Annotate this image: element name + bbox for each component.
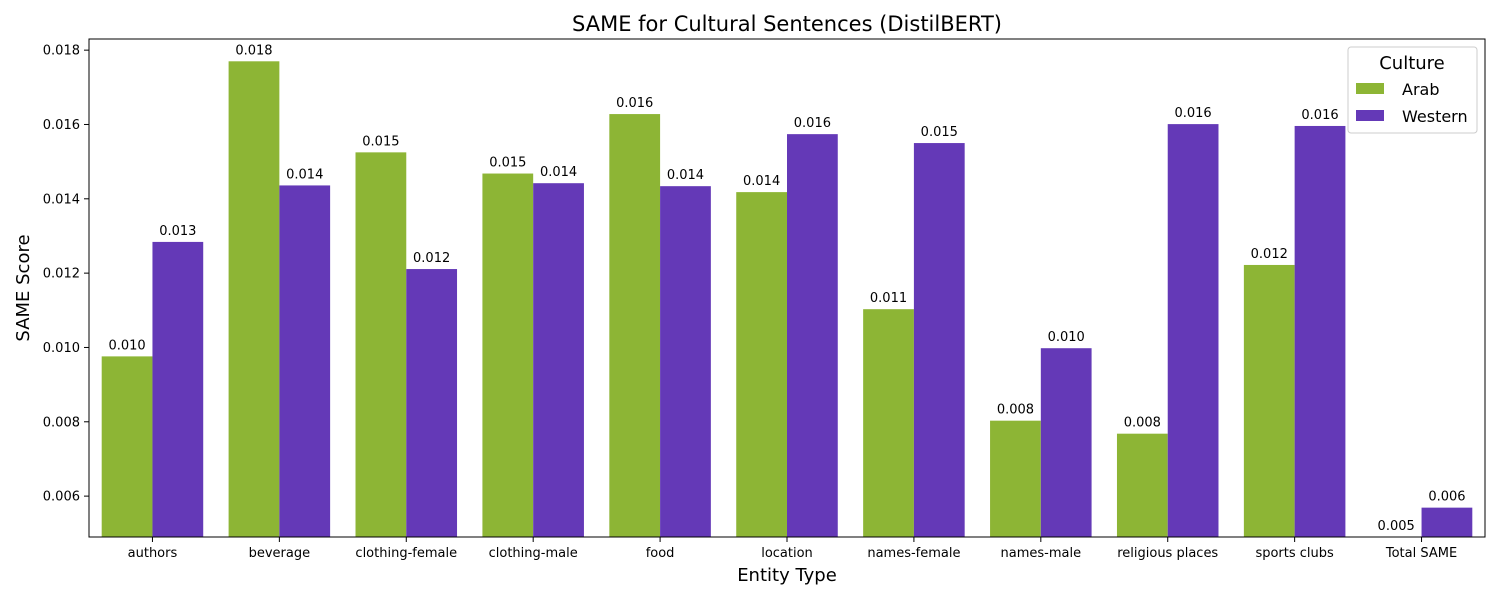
x-tick-label-religious-places: religious places (1117, 546, 1218, 561)
data-label-arab-clothing-male: 0.015 (489, 156, 526, 171)
y-tick-label-0-008: 0.008 (43, 415, 80, 430)
y-axis: 0.006 0.008 0.010 0.012 0.014 0.016 0.018 (43, 44, 89, 505)
legend-label-arab: Arab (1402, 80, 1439, 99)
legend-swatch-arab (1356, 83, 1384, 94)
y-tick-label-0-016: 0.016 (43, 118, 80, 133)
bar-western-total-same (1421, 507, 1473, 537)
data-label-western-names-male: 0.010 (1048, 330, 1085, 345)
y-tick-label-0-018: 0.018 (43, 44, 80, 59)
data-label-arab-food: 0.016 (616, 96, 653, 111)
x-tick-label-food: food (646, 546, 675, 561)
data-labels-layer: 0.010 0.018 0.015 0.015 0.016 0.014 0.011 0.008… (108, 43, 1465, 534)
chart-title: SAME for Cultural Sentences (DistilBERT) (572, 12, 1002, 36)
x-tick-label-clothing-female: clothing-female (355, 546, 457, 561)
x-tick-label-names-male: names-male (1001, 546, 1082, 561)
data-label-arab-beverage: 0.018 (235, 43, 272, 58)
y-tick-label-0-012: 0.012 (43, 267, 80, 282)
data-label-arab-sports-clubs: 0.012 (1251, 247, 1288, 262)
bar-arab-location (736, 192, 787, 537)
x-tick-label-sports-clubs: sports clubs (1255, 546, 1334, 561)
data-label-western-total-same: 0.006 (1428, 490, 1465, 505)
bar-western-location (787, 134, 838, 537)
bars-layer (101, 61, 1473, 538)
x-tick-label-beverage: beverage (249, 546, 311, 561)
data-label-arab-location: 0.014 (743, 174, 780, 189)
x-tick-label-location: location (761, 546, 813, 561)
data-label-western-sports-clubs: 0.016 (1301, 108, 1338, 123)
data-label-arab-total-same: 0.005 (1378, 519, 1415, 534)
x-axis: authors beverage clothing-female clothing-m… (128, 537, 1457, 561)
x-tick-label-total-same: Total SAME (1385, 546, 1457, 561)
bar-arab-clothing-female (355, 152, 407, 537)
bar-arab-clothing-male (482, 173, 534, 537)
data-label-western-religious-places: 0.016 (1174, 106, 1211, 121)
bar-western-clothing-male (533, 183, 584, 537)
data-label-western-beverage: 0.014 (286, 167, 323, 182)
data-label-western-names-female: 0.015 (921, 125, 958, 140)
bar-arab-beverage (228, 61, 280, 537)
bar-western-religious-places (1167, 124, 1219, 538)
bar-arab-religious-places (1116, 433, 1168, 537)
bar-western-beverage (279, 185, 331, 537)
legend-label-western: Western (1402, 107, 1468, 126)
data-label-arab-authors: 0.010 (108, 338, 145, 353)
legend-swatch-western (1356, 110, 1384, 121)
data-label-western-food: 0.014 (667, 168, 704, 183)
bar-arab-sports-clubs (1243, 264, 1295, 537)
data-label-western-authors: 0.013 (159, 224, 196, 239)
x-tick-label-clothing-male: clothing-male (489, 546, 578, 561)
x-axis-title: Entity Type (737, 565, 837, 586)
bar-arab-food (609, 114, 661, 537)
y-tick-label-0-014: 0.014 (43, 192, 80, 207)
data-label-arab-names-male: 0.008 (997, 403, 1034, 418)
bar-western-names-female (913, 143, 965, 538)
data-label-western-location: 0.016 (794, 116, 831, 131)
bar-arab-names-male (990, 420, 1041, 537)
bar-western-clothing-female (406, 269, 458, 537)
data-label-western-clothing-male: 0.014 (540, 165, 577, 180)
y-axis-title: SAME Score (13, 234, 34, 341)
x-tick-label-authors: authors (128, 546, 178, 561)
bar-western-sports-clubs (1294, 125, 1346, 538)
bar-arab-authors (101, 356, 153, 537)
bar-western-authors (152, 241, 204, 537)
bar-western-food (660, 186, 711, 537)
legend-title: Culture (1379, 53, 1445, 74)
data-label-arab-religious-places: 0.008 (1124, 416, 1161, 431)
bar-western-names-male (1040, 348, 1092, 537)
y-tick-label-0-010: 0.010 (43, 341, 80, 356)
data-label-arab-names-female: 0.011 (870, 291, 907, 306)
data-label-western-clothing-female: 0.012 (413, 251, 450, 266)
x-tick-label-names-female: names-female (867, 546, 960, 561)
y-tick-label-0-006: 0.006 (43, 490, 80, 505)
bar-arab-names-female (863, 309, 914, 537)
data-label-arab-clothing-female: 0.015 (362, 134, 399, 149)
legend: Culture Arab Western (1347, 46, 1478, 134)
